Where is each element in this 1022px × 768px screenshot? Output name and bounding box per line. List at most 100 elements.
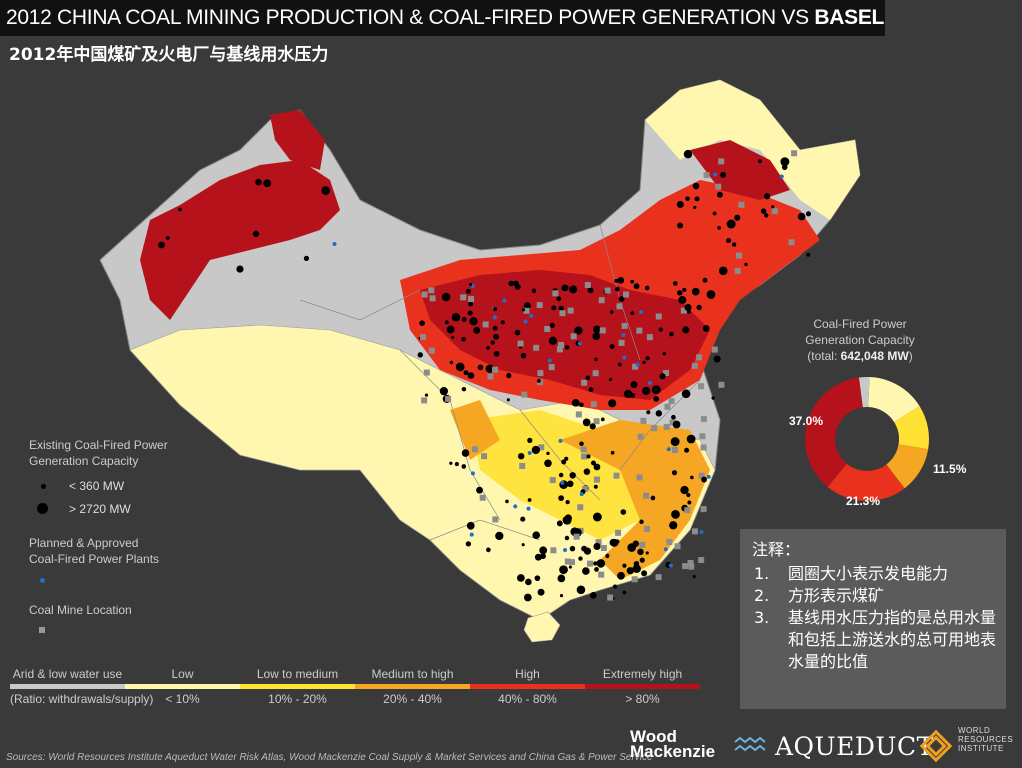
power-plant-dot [645, 551, 649, 555]
power-plant-dot [514, 329, 521, 336]
power-plant-dot [467, 372, 475, 379]
pie-title-1: Coal-Fired Power [813, 317, 907, 331]
planned-plant-dot [563, 547, 568, 552]
planned-plant-dot [666, 447, 671, 452]
power-plant-dot [476, 486, 483, 494]
power-plant-dot [806, 252, 811, 257]
power-plant-dot [531, 445, 540, 455]
coal-mine-square [548, 364, 555, 371]
power-plant-dot [617, 276, 625, 284]
planned-plant-dot [529, 313, 534, 318]
power-plant-dot [587, 287, 594, 294]
coal-mine-square [559, 310, 566, 317]
power-plant-dot [461, 386, 467, 392]
power-plant-dot [717, 225, 721, 230]
planned-plant-dot [470, 471, 475, 476]
power-plant-dot [706, 290, 716, 299]
power-plant-dot [439, 386, 449, 396]
scale-swatch [240, 684, 355, 689]
power-plant-dot [506, 398, 510, 402]
planned-plant-dot [579, 492, 584, 497]
legend-planned-title-1: Planned & Approved [29, 536, 139, 550]
wood-mackenzie-logo: Wood Mackenzie [630, 728, 716, 761]
power-plant-dot [468, 301, 474, 307]
planned-plant-dot [547, 358, 552, 363]
power-plant-dot [653, 396, 660, 402]
power-plant-dot [236, 265, 244, 273]
wri-logo-line-3: INSTITUTE [958, 744, 1004, 753]
power-plant-dot [565, 500, 570, 505]
power-plant-dot [534, 553, 542, 561]
coal-mine-square [668, 398, 675, 405]
note-text: 圆圈大小表示发电能力 [788, 564, 949, 583]
coal-mine-square [718, 158, 725, 165]
wri-logo: WORLD RESOURCES INSTITUTE [958, 726, 1013, 753]
scale-swatch [355, 684, 470, 689]
planned-plant-dot [663, 547, 668, 552]
power-plant-dot [578, 556, 583, 561]
coal-mine-square [550, 547, 557, 554]
power-plant-dot [651, 385, 661, 395]
coal-mine-square [536, 302, 543, 309]
wm-logo-line-2: Mackenzie [630, 742, 716, 761]
coal-mine-square [587, 560, 594, 567]
power-plant-dot [569, 545, 576, 552]
coal-mine-square [523, 307, 530, 314]
coal-mine-square [468, 296, 475, 303]
power-plant-dot [521, 543, 525, 547]
coal-mine-square [711, 346, 718, 353]
scale-range-label: 40% - 80% [498, 692, 557, 706]
power-plant-dot [493, 307, 498, 312]
coal-mine-square [736, 252, 743, 259]
power-plant-dot [455, 362, 465, 372]
power-plant-dot [618, 295, 625, 302]
power-plant-dot [465, 541, 472, 547]
power-plant-dot [681, 389, 691, 399]
power-plant-dot [644, 285, 650, 291]
power-plant-dot [564, 535, 570, 541]
legend-small-dot [41, 484, 46, 489]
coal-mine-square [771, 208, 778, 215]
coal-mine-square [581, 453, 588, 460]
pie-title: Coal-Fired Power Generation Capacity (to… [790, 316, 930, 364]
power-plant-dot [676, 290, 683, 296]
planned-plant-dot [639, 310, 644, 315]
note-item: 3. 基线用水压力指的是总用水量和包括上游送水的总可用地表水量的比值 [752, 607, 996, 673]
power-plant-dot [532, 531, 541, 540]
power-plant-dot [493, 350, 500, 357]
power-plant-dot [465, 288, 471, 294]
power-plant-dot [637, 548, 644, 556]
note-text: 方形表示煤矿 [788, 586, 885, 605]
map-region-hainan [523, 611, 561, 643]
coal-mine-square [421, 397, 428, 404]
power-plant-dot [461, 449, 470, 457]
power-plant-dot [561, 284, 569, 292]
coal-mine-square [552, 290, 559, 297]
power-plant-dot [725, 237, 732, 244]
coal-mine-square [492, 516, 499, 523]
coal-mine-square [788, 239, 795, 246]
planned-plant-dot [621, 333, 626, 338]
power-plant-dot [596, 559, 606, 568]
coal-mine-square [700, 444, 707, 451]
power-plant-dot [581, 545, 588, 552]
title-emphasis: BASELINE WATER STRESS [814, 6, 885, 29]
pie-total-prefix: (total: [807, 349, 841, 363]
power-plant-dot [691, 287, 700, 296]
coal-mine-square [593, 418, 600, 425]
coal-mine-square [680, 307, 687, 314]
power-plant-dot [469, 282, 473, 287]
power-plant-dot [585, 375, 591, 381]
power-plant-dot [617, 571, 625, 580]
coal-mine-square [568, 559, 575, 566]
power-plant-dot [520, 352, 527, 359]
power-plant-dot [477, 364, 484, 371]
legend-planned-title: Planned & Approved Coal-Fired Power Plan… [29, 535, 159, 567]
planned-plant-dot [513, 504, 518, 509]
map-region-extreme-ne [690, 140, 790, 200]
coal-mine-square [655, 574, 662, 581]
power-plant-dot [556, 296, 562, 302]
coal-mine-square [700, 416, 707, 423]
coal-mine-square [664, 403, 671, 410]
power-plant-dot [605, 554, 610, 559]
